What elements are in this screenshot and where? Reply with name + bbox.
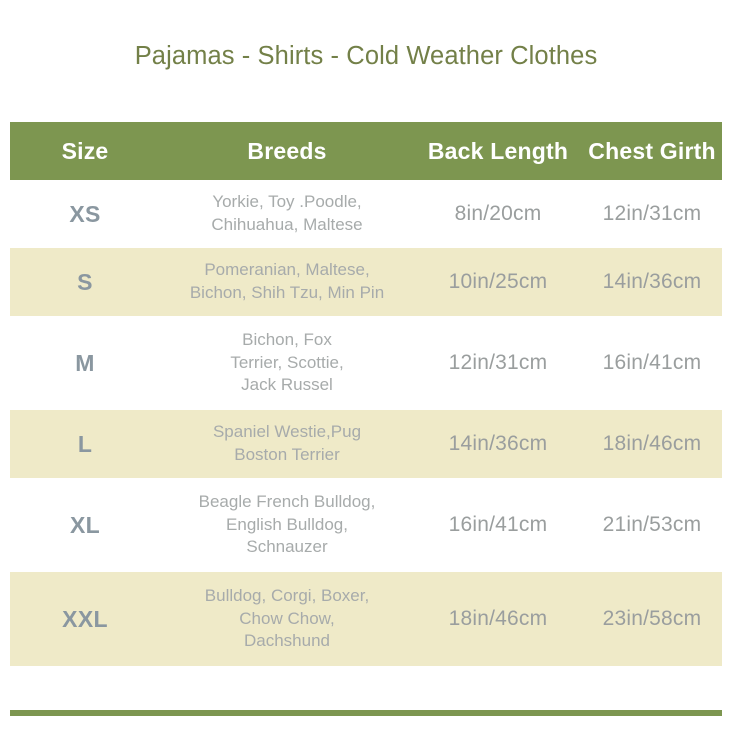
cell-breeds: Bichon, Fox Terrier, Scottie, Jack Russel: [230, 330, 344, 395]
table-row: XS Yorkie, Toy .Poodle, Chihuahua, Maltese…: [10, 180, 722, 248]
cell-chest-girth: 23in/58cm: [602, 607, 702, 630]
table-body: XS Yorkie, Toy .Poodle, Chihuahua, Maltese…: [10, 180, 722, 666]
cell-size: S: [77, 268, 93, 295]
table-row: L Spaniel Westie,Pug Boston Terrier 14in/36…: [10, 410, 722, 478]
cell-breeds: Pomeranian, Maltese, Bichon, Shih Tzu, Mi…: [189, 260, 385, 302]
size-chart-table: Size Breeds Back Length Chest Girth XS Yo…: [10, 122, 722, 666]
table-row: XL Beagle French Bulldog, English Bulldog,…: [10, 478, 722, 572]
cell-back-length: 12in/31cm: [448, 351, 548, 374]
table-row: M Bichon, Fox Terrier, Scottie, Jack Russel…: [10, 316, 722, 410]
cell-size: M: [75, 349, 95, 376]
cell-size: XS: [69, 200, 101, 227]
cell-chest-girth: 16in/41cm: [602, 351, 702, 374]
cell-breeds: Spaniel Westie,Pug Boston Terrier: [212, 422, 362, 464]
cell-chest-girth: 21in/53cm: [602, 513, 702, 536]
column-header-breeds: Breeds: [247, 137, 327, 164]
cell-breeds: Yorkie, Toy .Poodle, Chihuahua, Maltese: [211, 192, 363, 234]
column-header-back-length: Back Length: [427, 137, 569, 164]
cell-size: XL: [70, 511, 100, 538]
cell-back-length: 16in/41cm: [448, 513, 548, 536]
table-row: S Pomeranian, Maltese, Bichon, Shih Tzu, M…: [10, 248, 722, 316]
cell-chest-girth: 14in/36cm: [602, 270, 702, 293]
cell-back-length: 14in/36cm: [448, 432, 548, 455]
table-bottom-accent-bar: [10, 710, 722, 716]
table-header: Size Breeds Back Length Chest Girth: [10, 122, 722, 180]
table-header-row: Size Breeds Back Length Chest Girth: [10, 122, 722, 180]
page-title: Pajamas - Shirts - Cold Weather Clothes: [134, 42, 598, 70]
cell-chest-girth: 18in/46cm: [602, 432, 702, 455]
column-header-chest-girth: Chest Girth: [588, 137, 716, 164]
cell-back-length: 10in/25cm: [448, 270, 548, 293]
cell-breeds: Bulldog, Corgi, Boxer, Chow Chow, Dachshun…: [204, 586, 370, 651]
cell-chest-girth: 12in/31cm: [602, 202, 702, 225]
cell-back-length: 8in/20cm: [454, 202, 542, 225]
column-header-size: Size: [61, 137, 109, 164]
cell-breeds: Beagle French Bulldog, English Bulldog, Sc…: [198, 492, 376, 557]
cell-size: XXL: [62, 605, 108, 632]
table-row: XXL Bulldog, Corgi, Boxer, Chow Chow, Dachs…: [10, 572, 722, 666]
cell-size: L: [77, 430, 93, 457]
cell-back-length: 18in/46cm: [448, 607, 548, 630]
